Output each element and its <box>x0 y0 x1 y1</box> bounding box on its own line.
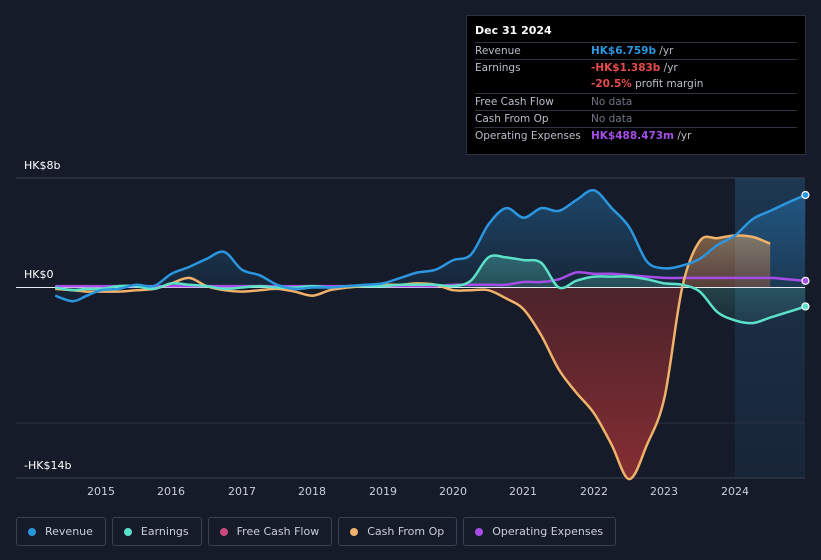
earnings-end-point <box>801 302 810 311</box>
legend-item-earnings[interactable]: Earnings <box>111 517 202 546</box>
tooltip-unit: /yr <box>674 130 692 142</box>
chart-legend: Revenue Earnings Free Cash Flow Cash Fro… <box>16 517 617 546</box>
operating-expenses-dot-icon <box>475 527 484 536</box>
x-tick-label: 2019 <box>369 485 397 498</box>
legend-label: Cash From Op <box>367 525 445 538</box>
tooltip-value: -HK$1.383b <box>591 62 661 74</box>
free-cash-flow-dot-icon <box>219 527 228 536</box>
tooltip-value: -20.5% <box>591 78 632 90</box>
earnings-line <box>54 254 806 325</box>
cash-from-op-dot-icon <box>350 527 359 536</box>
x-tick-label: 2020 <box>439 485 467 498</box>
x-tick-label: 2017 <box>228 485 256 498</box>
x-tick-label: 2022 <box>580 485 608 498</box>
cash-from-op-negative-area <box>488 287 683 480</box>
operating-expenses-end-point <box>801 276 810 285</box>
legend-item-revenue[interactable]: Revenue <box>16 517 106 546</box>
tooltip-row-earnings: Earnings -HK$1.383b /yr <box>475 59 797 76</box>
cash-from-op-positive-area <box>682 235 771 288</box>
earnings-dot-icon <box>123 527 132 536</box>
tooltip-row-margin: -20.5% profit margin <box>475 76 797 93</box>
tooltip-row-revenue: Revenue HK$6.759b /yr <box>475 42 797 59</box>
tooltip-value: No data <box>591 96 633 108</box>
revenue-end-point <box>801 190 810 200</box>
tooltip-unit: /yr <box>660 62 678 74</box>
tooltip-value: HK$6.759b <box>591 45 656 57</box>
revenue-line <box>54 188 806 303</box>
legend-item-operating-expenses[interactable]: Operating Expenses <box>463 517 617 546</box>
x-tick-label: 2024 <box>721 485 749 498</box>
legend-item-free-cash-flow[interactable]: Free Cash Flow <box>207 517 333 546</box>
tooltip-value: No data <box>591 113 633 125</box>
tooltip-unit: profit margin <box>631 78 704 90</box>
data-tooltip: Dec 31 2024 Revenue HK$6.759b /yr Earnin… <box>466 15 806 155</box>
x-tick-label: 2023 <box>650 485 678 498</box>
tooltip-label: Revenue <box>475 45 521 57</box>
y-tick-label-zero: HK$0 <box>24 268 54 281</box>
tooltip-label: Free Cash Flow <box>475 96 554 108</box>
x-tick-label: 2015 <box>87 485 115 498</box>
legend-label: Revenue <box>45 525 93 538</box>
tooltip-row-cfo: Cash From Op No data <box>475 110 797 127</box>
legend-label: Earnings <box>140 525 189 538</box>
tooltip-label: Operating Expenses <box>475 130 581 142</box>
y-tick-label-top: HK$8b <box>24 159 61 172</box>
tooltip-unit: /yr <box>655 45 674 57</box>
x-tick-label: 2016 <box>157 485 185 498</box>
y-tick-label-bottom: -HK$14b <box>24 459 72 472</box>
legend-label: Operating Expenses <box>492 525 604 538</box>
x-tick-label: 2021 <box>509 485 537 498</box>
tooltip-row-fcf: Free Cash Flow No data <box>475 93 797 110</box>
legend-item-cash-from-op[interactable]: Cash From Op <box>338 517 458 546</box>
tooltip-value: HK$488.473m <box>591 130 674 142</box>
revenue-dot-icon <box>28 527 36 536</box>
tooltip-label: Cash From Op <box>475 113 549 125</box>
operating-expenses-line <box>55 270 806 288</box>
x-tick-label: 2018 <box>298 485 326 498</box>
tooltip-label: Earnings <box>475 62 521 74</box>
tooltip-row-opex: Operating Expenses HK$488.473m /yr <box>475 127 797 144</box>
legend-label: Free Cash Flow <box>236 525 320 538</box>
tooltip-date: Dec 31 2024 <box>475 24 552 37</box>
earnings-area <box>55 255 806 324</box>
